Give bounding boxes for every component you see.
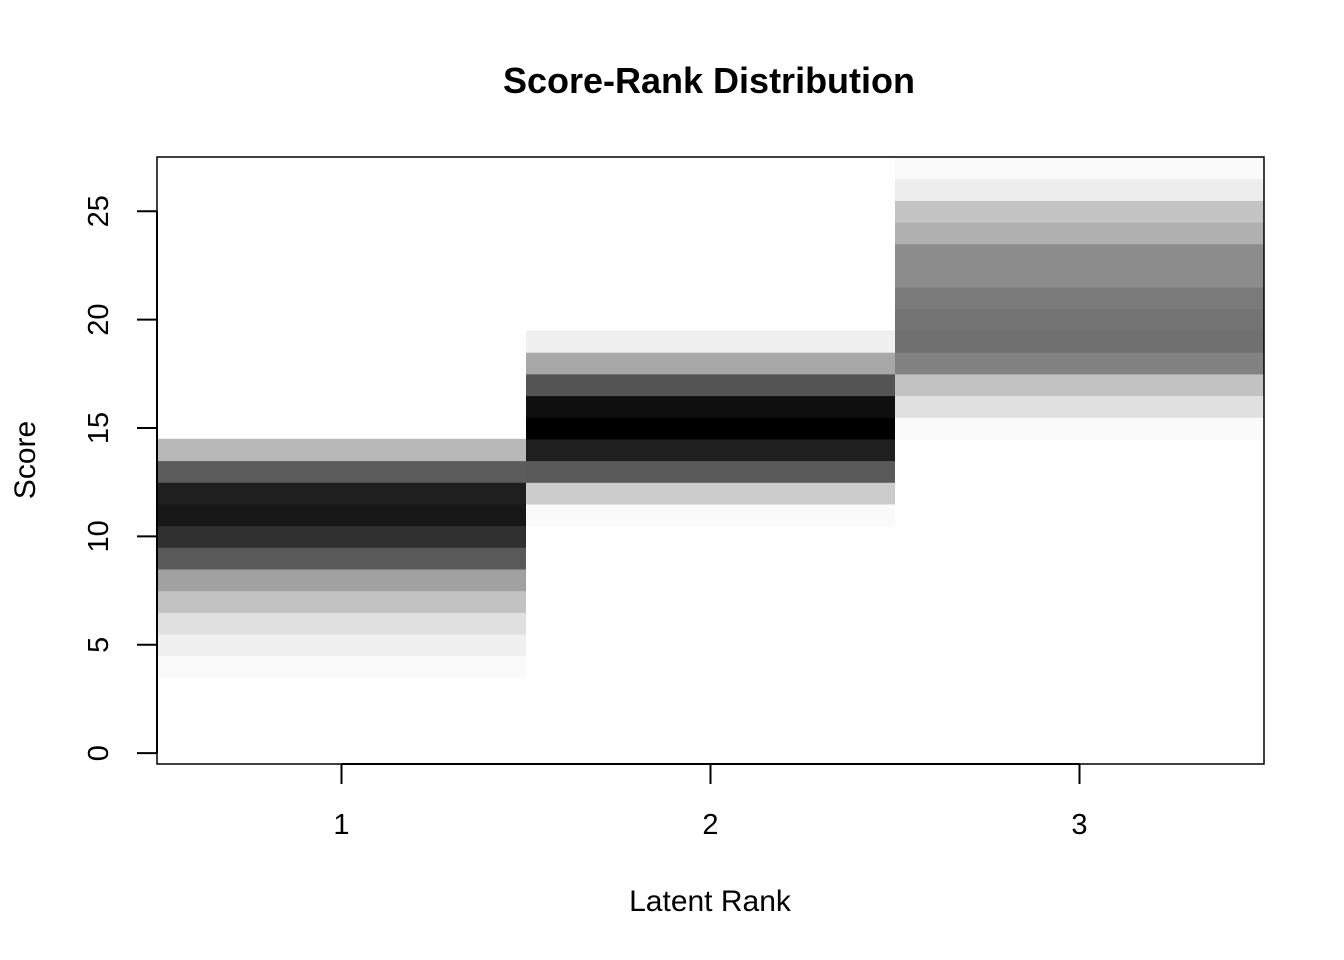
heatmap-cell	[895, 352, 1264, 375]
heatmap-cell	[157, 547, 526, 570]
heatmap-cell	[157, 633, 526, 657]
heatmap-cell	[895, 287, 1264, 310]
heatmap-cell	[526, 503, 895, 527]
heatmap-cell	[895, 178, 1264, 201]
heatmap-cell	[526, 352, 895, 375]
heatmap-cell	[526, 482, 895, 505]
chart-title: Score-Rank Distribution	[503, 60, 915, 101]
y-axis-label: Score	[9, 421, 42, 499]
x-tick-label: 2	[702, 809, 718, 841]
y-tick-label: 15	[83, 412, 115, 444]
heatmap-cells	[157, 157, 1264, 678]
y-tick-label: 25	[83, 195, 115, 227]
heatmap-cell	[895, 395, 1264, 418]
heatmap-cell	[157, 438, 526, 462]
heatmap-cell	[157, 655, 526, 678]
heatmap-cell	[526, 438, 895, 462]
heatmap-cell	[895, 265, 1264, 288]
heatmap-cell	[157, 525, 526, 548]
heatmap-cell	[895, 200, 1264, 223]
heatmap-cell	[895, 417, 1264, 440]
x-axis: 1 2 3	[333, 763, 1088, 841]
y-axis: 0 5 10 15 20 25	[83, 195, 158, 761]
heatmap-cell	[157, 482, 526, 505]
heatmap-cell	[526, 460, 895, 483]
heatmap-cell	[157, 612, 526, 635]
heatmap-cell	[526, 395, 895, 418]
heatmap-cell	[157, 590, 526, 613]
y-tick-label: 0	[83, 745, 115, 761]
heatmap-cell	[895, 308, 1264, 332]
heatmap-cell	[526, 373, 895, 397]
heatmap-cell	[895, 222, 1264, 245]
heatmap-cell	[895, 243, 1264, 266]
heatmap-cell	[895, 157, 1264, 180]
heatmap-cell	[526, 417, 895, 440]
x-tick-label: 1	[333, 809, 349, 841]
heatmap-cell	[157, 568, 526, 592]
y-tick-label: 10	[83, 520, 115, 552]
heatmap-cell	[157, 503, 526, 527]
heatmap-cell	[526, 330, 895, 353]
heatmap-cell	[157, 460, 526, 483]
y-tick-label: 5	[83, 637, 115, 653]
x-tick-label: 3	[1071, 809, 1087, 841]
x-axis-label: Latent Rank	[629, 885, 792, 918]
y-tick-label: 20	[83, 303, 115, 335]
heatmap-cell	[895, 373, 1264, 397]
heatmap-cell	[895, 330, 1264, 353]
